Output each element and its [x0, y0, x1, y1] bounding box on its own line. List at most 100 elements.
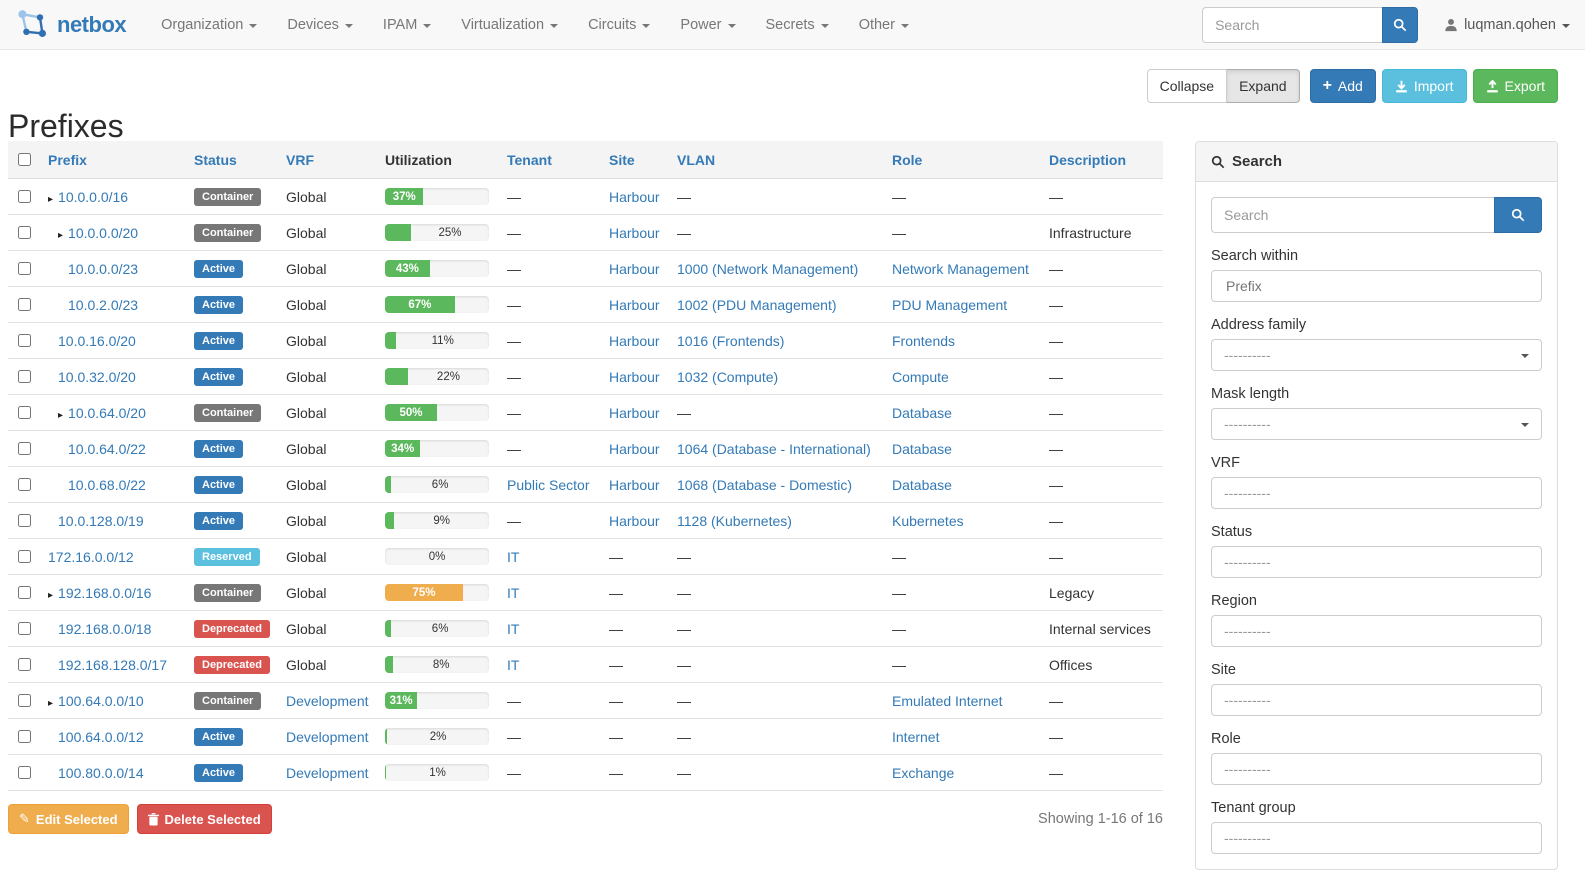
expand-button[interactable]: Expand — [1227, 69, 1300, 103]
row-checkbox[interactable] — [18, 262, 31, 275]
sidebar-search-button[interactable] — [1494, 197, 1542, 233]
prefix-link[interactable]: 100.80.0.0/14 — [58, 764, 144, 781]
prefix-link[interactable]: 172.16.0.0/12 — [48, 548, 134, 565]
row-checkbox[interactable] — [18, 586, 31, 599]
nav-item-other[interactable]: Other — [844, 17, 924, 33]
nav-item-devices[interactable]: Devices — [272, 17, 368, 33]
collapse-button[interactable]: Collapse — [1146, 69, 1228, 103]
import-button[interactable]: Import — [1381, 69, 1467, 103]
role-link[interactable]: PDU Management — [892, 296, 1008, 313]
prefix-link[interactable]: 10.0.32.0/20 — [58, 368, 136, 385]
vrf-link[interactable]: Development — [286, 692, 369, 709]
vlan-link[interactable]: 1000 (Network Management) — [677, 260, 859, 277]
text-input[interactable] — [1224, 277, 1529, 295]
row-checkbox[interactable] — [18, 190, 31, 203]
search-within-input[interactable] — [1211, 270, 1542, 302]
site-link[interactable]: Harbour — [609, 188, 660, 205]
navbar-search-button[interactable] — [1382, 6, 1419, 43]
tenant-link[interactable]: IT — [507, 584, 520, 601]
prefix-link[interactable]: 100.64.0.0/10 — [58, 692, 144, 709]
select-all-checkbox[interactable] — [18, 153, 31, 166]
role-link[interactable]: Exchange — [892, 764, 955, 781]
role-link[interactable]: Network Management — [892, 260, 1029, 277]
column-header-site[interactable]: Site — [603, 141, 671, 179]
column-header-role[interactable]: Role — [886, 141, 1043, 179]
status-select[interactable]: ---------- — [1211, 546, 1542, 578]
row-checkbox[interactable] — [18, 730, 31, 743]
vlan-link[interactable]: 1128 (Kubernetes) — [677, 512, 792, 529]
prefix-link[interactable]: 10.0.64.0/20 — [68, 404, 146, 421]
role-select[interactable]: ---------- — [1211, 753, 1542, 785]
site-link[interactable]: Harbour — [609, 404, 660, 421]
user-menu[interactable]: luqman.qohen — [1444, 17, 1570, 33]
role-link[interactable]: Kubernetes — [892, 512, 964, 529]
site-link[interactable]: Harbour — [609, 440, 660, 457]
tenant-link[interactable]: IT — [507, 656, 520, 673]
vlan-link[interactable]: 1064 (Database - International) — [677, 440, 871, 457]
role-link[interactable]: Frontends — [892, 332, 956, 349]
tenant-link[interactable]: IT — [507, 620, 520, 637]
row-checkbox[interactable] — [18, 334, 31, 347]
prefix-link[interactable]: 100.64.0.0/12 — [58, 728, 144, 745]
tenant-link[interactable]: IT — [507, 548, 520, 565]
row-checkbox[interactable] — [18, 478, 31, 491]
nav-item-ipam[interactable]: IPAM — [368, 17, 446, 33]
role-link[interactable]: Internet — [892, 728, 940, 745]
edit-selected-button[interactable]: ✎ Edit Selected — [8, 804, 129, 834]
add-button[interactable]: + Add — [1309, 69, 1376, 103]
column-header-vlan[interactable]: VLAN — [671, 141, 886, 179]
prefix-link[interactable]: 10.0.64.0/22 — [68, 440, 146, 457]
nav-item-secrets[interactable]: Secrets — [751, 17, 844, 33]
tenant-link[interactable]: Public Sector — [507, 476, 590, 493]
vlan-link[interactable]: 1002 (PDU Management) — [677, 296, 837, 313]
vrf-select[interactable]: ---------- — [1211, 477, 1542, 509]
site-link[interactable]: Harbour — [609, 512, 660, 529]
row-checkbox[interactable] — [18, 766, 31, 779]
role-link[interactable]: Compute — [892, 368, 949, 385]
nav-item-power[interactable]: Power — [665, 17, 750, 33]
prefix-link[interactable]: 10.0.16.0/20 — [58, 332, 136, 349]
region-select[interactable]: ---------- — [1211, 615, 1542, 647]
netbox-brand[interactable]: netbox — [15, 7, 127, 42]
vrf-link[interactable]: Development — [286, 764, 369, 781]
vlan-link[interactable]: 1032 (Compute) — [677, 368, 779, 385]
column-header-status[interactable]: Status — [188, 141, 280, 179]
prefix-link[interactable]: 10.0.68.0/22 — [68, 476, 146, 493]
nav-item-organization[interactable]: Organization — [146, 17, 272, 33]
site-select[interactable]: ---------- — [1211, 684, 1542, 716]
delete-selected-button[interactable]: Delete Selected — [136, 804, 272, 834]
column-header-prefix[interactable]: Prefix — [42, 141, 188, 179]
vlan-link[interactable]: 1068 (Database - Domestic) — [677, 476, 853, 493]
row-checkbox[interactable] — [18, 622, 31, 635]
prefix-link[interactable]: 10.0.0.0/20 — [68, 224, 139, 241]
row-checkbox[interactable] — [18, 550, 31, 563]
mask-length-select[interactable]: ---------- — [1211, 408, 1542, 440]
row-checkbox[interactable] — [18, 442, 31, 455]
prefix-link[interactable]: 10.0.2.0/23 — [68, 296, 139, 313]
nav-item-virtualization[interactable]: Virtualization — [446, 17, 573, 33]
role-link[interactable]: Database — [892, 440, 952, 457]
row-checkbox[interactable] — [18, 370, 31, 383]
row-checkbox[interactable] — [18, 658, 31, 671]
navbar-search-input[interactable] — [1202, 6, 1383, 43]
nav-item-circuits[interactable]: Circuits — [573, 17, 665, 33]
prefix-link[interactable]: 192.168.0.0/18 — [58, 620, 152, 637]
row-checkbox[interactable] — [18, 406, 31, 419]
prefix-link[interactable]: 10.0.0.0/16 — [58, 188, 129, 205]
site-link[interactable]: Harbour — [609, 296, 660, 313]
site-link[interactable]: Harbour — [609, 224, 660, 241]
tenant-group-select[interactable]: ---------- — [1211, 822, 1542, 854]
prefix-link[interactable]: 192.168.128.0/17 — [58, 656, 167, 673]
column-header-vrf[interactable]: VRF — [280, 141, 379, 179]
vrf-link[interactable]: Development — [286, 728, 369, 745]
site-link[interactable]: Harbour — [609, 260, 660, 277]
export-button[interactable]: Export — [1472, 69, 1558, 103]
site-link[interactable]: Harbour — [609, 332, 660, 349]
address-family-select[interactable]: ---------- — [1211, 339, 1542, 371]
row-checkbox[interactable] — [18, 694, 31, 707]
site-link[interactable]: Harbour — [609, 368, 660, 385]
role-link[interactable]: Database — [892, 404, 952, 421]
column-header-tenant[interactable]: Tenant — [501, 141, 603, 179]
role-link[interactable]: Database — [892, 476, 952, 493]
vlan-link[interactable]: 1016 (Frontends) — [677, 332, 785, 349]
